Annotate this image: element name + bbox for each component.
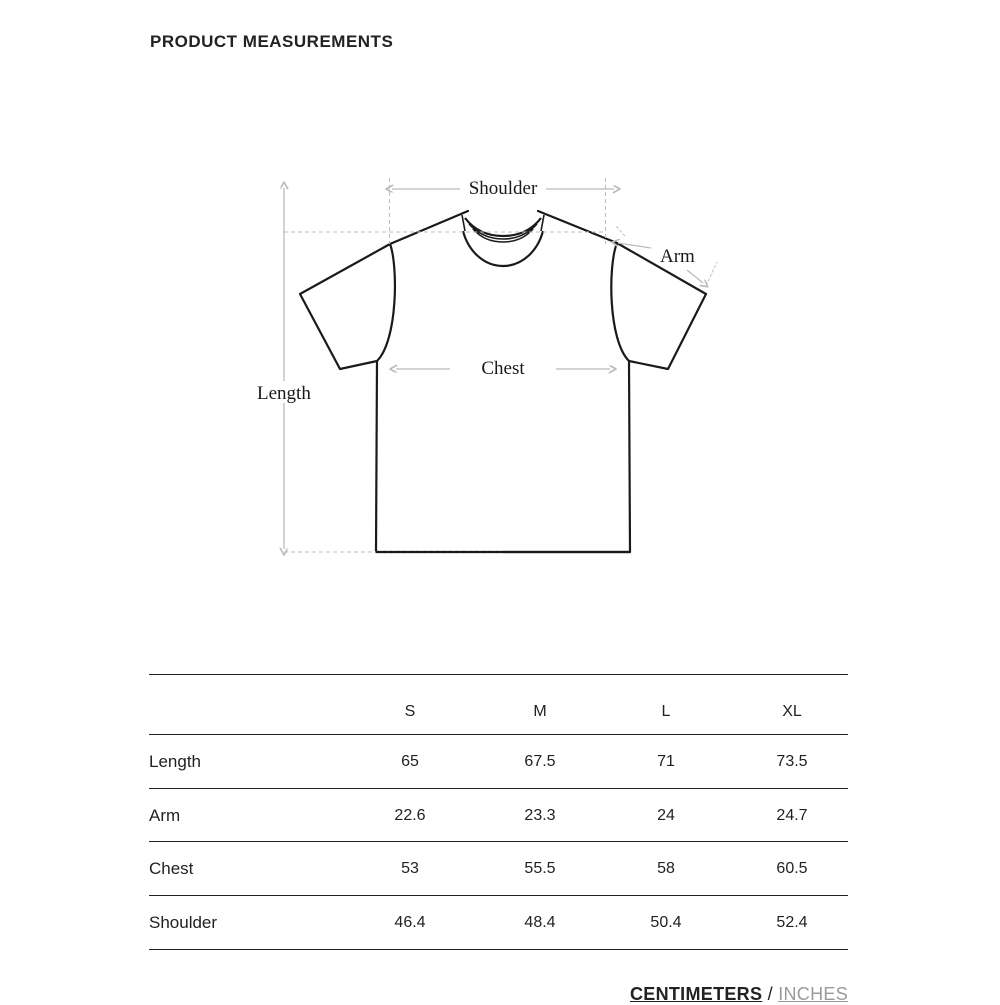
svg-text:Chest: Chest (481, 358, 525, 379)
svg-text:Shoulder: Shoulder (469, 178, 538, 199)
svg-text:Length: Length (257, 383, 311, 404)
svg-text:Arm: Arm (660, 246, 695, 267)
